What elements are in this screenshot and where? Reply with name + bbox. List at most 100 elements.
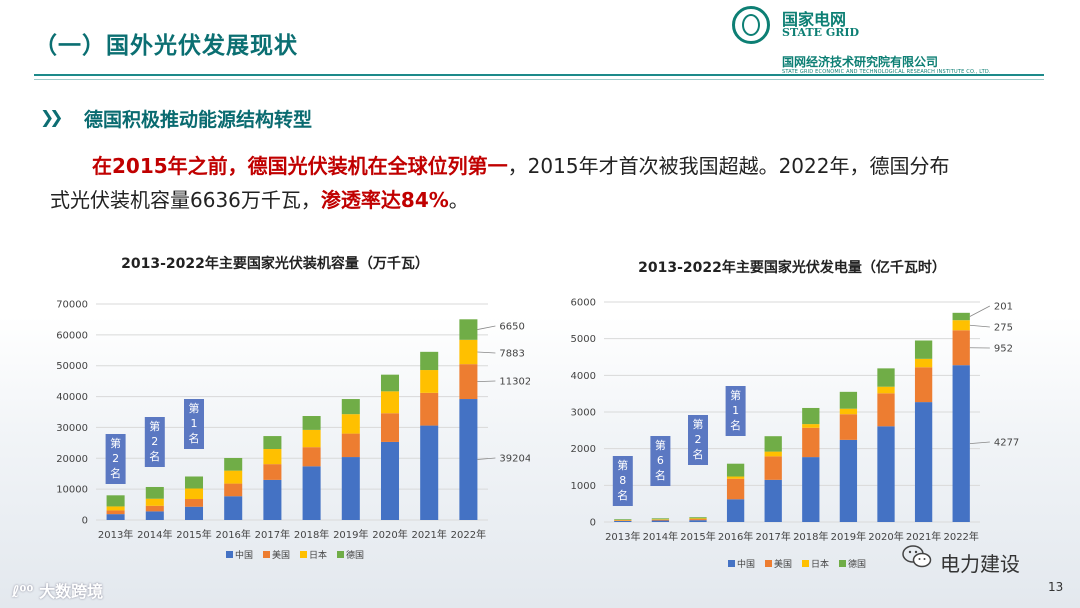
bar-segment: [726, 478, 745, 500]
bar-segment: [459, 339, 478, 365]
rank-badge-label: 第: [693, 417, 704, 431]
annotation-leader: [477, 457, 496, 460]
page-number: 13: [1048, 580, 1064, 594]
bar-segment: [764, 451, 782, 457]
rank-badge: 第 2名: [105, 434, 126, 484]
bar-segment: [380, 391, 400, 414]
rank-badge: 第 1名: [184, 399, 204, 449]
bar-segment: [877, 368, 895, 387]
section-heading: 德国积极推动能源结构转型: [84, 109, 313, 131]
bar-segment: [184, 488, 204, 500]
watermark-left: ℓ⁰⁰ 大数跨境: [12, 578, 103, 602]
bar-segment: [263, 479, 282, 520]
bar-segment: [651, 518, 670, 520]
bar-segment: [726, 476, 745, 479]
bar-segment: [689, 518, 707, 520]
bar-segment: [614, 520, 632, 521]
x-tick-label: 2013年: [98, 528, 133, 541]
bar-segment: [877, 386, 895, 394]
rank-badge-label: 2: [112, 452, 119, 465]
annotation-leader: [969, 305, 991, 317]
highlight-text: 在2015年之前，德国光伏装机在全球位列第一: [92, 154, 508, 178]
data-label: 4277: [994, 438, 1019, 449]
rank-badge-label: 8: [619, 474, 626, 487]
capacity-chart: 2013-2022年主要国家光伏装机容量（万千瓦） 0 10000 20000 3000…: [56, 255, 530, 561]
bar-segment: [614, 520, 632, 522]
rank-badge-label: 名: [730, 418, 741, 432]
watermark-logo-icon: ℓ⁰⁰: [12, 582, 40, 601]
rank-badge-label: 2: [695, 433, 702, 446]
rank-badge: 第 1名: [725, 386, 746, 436]
y-tick-label: 20000: [56, 454, 88, 465]
bar-segment: [914, 402, 933, 522]
rank-badge-box: [725, 386, 746, 436]
rank-badge-box: [688, 415, 708, 465]
legend-label: 美国: [774, 558, 792, 570]
rank-badge-label: 第: [189, 401, 200, 415]
x-tick-label: 2022年: [943, 530, 978, 543]
bar-segment: [726, 499, 745, 522]
brand-name-en: STATE GRID: [782, 26, 860, 39]
rank-badge-label: 第: [730, 388, 741, 402]
bar-segment: [224, 457, 243, 471]
legend-swatch: [802, 560, 809, 567]
chart-title: 2013-2022年主要国家光伏装机容量（万千瓦）: [121, 255, 429, 272]
rank-badge-label: 2: [151, 435, 158, 448]
x-tick-label: 2015年: [176, 528, 211, 541]
x-tick-label: 2019年: [333, 528, 368, 541]
data-label: 952: [994, 344, 1013, 355]
y-tick-label: 30000: [56, 423, 88, 434]
bar-segment: [764, 436, 782, 452]
x-tick-label: 2020年: [868, 530, 903, 543]
generation-chart: 2013-2022年主要国家光伏发电量（亿千瓦时） 0 1000 2000 3000 40…: [571, 259, 1020, 570]
watermark-right: 电力建设: [940, 552, 1020, 576]
legend-label: 日本: [811, 558, 829, 570]
rank-badge-label: 6: [657, 454, 664, 467]
bar-segment: [145, 505, 164, 512]
legend-label: 中国: [235, 549, 253, 561]
x-tick-label: 2021年: [411, 528, 446, 541]
bar-segment: [614, 519, 632, 520]
bar-segment: [184, 499, 204, 507]
bar-segment: [341, 414, 360, 434]
legend-swatch: [263, 551, 270, 558]
data-label: 39204: [499, 454, 530, 465]
y-tick-label: 0: [590, 518, 596, 529]
legend-label: 德国: [848, 558, 866, 570]
institute-name-cn: 国网经济技术研究院有限公司: [782, 55, 939, 69]
institute-name-en: STATE GRID ECONOMIC AND TECHNOLOGICAL RE…: [782, 69, 991, 75]
rank-badge-label: 第: [617, 458, 628, 472]
bar-segment: [380, 441, 400, 520]
bar-segment: [689, 519, 707, 521]
legend-label: 德国: [346, 549, 364, 561]
y-tick-label: 2000: [571, 444, 596, 455]
chart-title: 2013-2022年主要国家光伏发电量（亿千瓦时）: [638, 259, 946, 276]
bar-segment: [224, 470, 243, 484]
bar-segment: [224, 483, 243, 497]
y-tick-label: 10000: [56, 485, 88, 496]
page-title: （一）国外光伏发展现状: [34, 33, 298, 59]
bar-segment: [302, 466, 321, 520]
rank-badge: 第 6名: [650, 436, 671, 486]
bar-segment: [106, 506, 125, 511]
rank-badge-box: [612, 456, 633, 506]
bar-segment: [802, 427, 820, 458]
bar-segment: [145, 498, 164, 506]
bar-segment: [380, 374, 400, 392]
bar-segment: [302, 429, 321, 448]
bar-segment: [420, 392, 439, 426]
rank-badge-label: 第: [110, 436, 121, 450]
body-text: 式光伏装机容量6636万千瓦，: [50, 188, 321, 212]
data-label: 11302: [499, 377, 530, 388]
wechat-icon: [902, 545, 932, 568]
y-tick-label: 50000: [56, 361, 88, 372]
brand-name-cn: 国家电网: [782, 10, 847, 29]
paragraph-line-2: 式光伏装机容量6636万千瓦，渗透率达84%。: [50, 184, 469, 213]
rank-badge-label: 名: [617, 488, 628, 502]
y-tick-label: 40000: [56, 392, 88, 403]
bar-segment: [689, 520, 707, 522]
paragraph-line-1: 在2015年之前，德国光伏装机在全球位列第一，2015年才首次被我国超越。202…: [92, 150, 949, 179]
y-tick-label: 5000: [571, 334, 596, 345]
bar-segment: [764, 479, 782, 522]
bar-segment: [914, 367, 933, 403]
